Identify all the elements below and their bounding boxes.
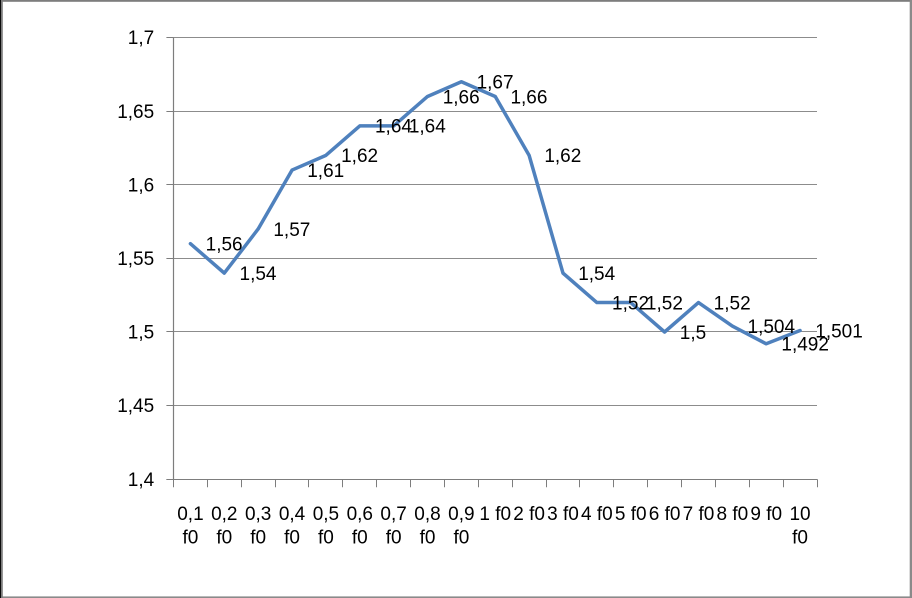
svg-text:1,5: 1,5 bbox=[128, 323, 154, 344]
svg-text:1,52: 1,52 bbox=[612, 293, 649, 314]
svg-text:1,66: 1,66 bbox=[443, 87, 480, 108]
svg-text:0,1: 0,1 bbox=[177, 504, 203, 525]
svg-text:0,5: 0,5 bbox=[313, 504, 339, 525]
svg-text:5 f0: 5 f0 bbox=[615, 504, 647, 525]
svg-text:3 f0: 3 f0 bbox=[547, 504, 579, 525]
svg-text:f0: f0 bbox=[386, 528, 402, 549]
svg-text:1,61: 1,61 bbox=[307, 161, 344, 182]
svg-text:1,5: 1,5 bbox=[680, 323, 706, 344]
svg-text:1,6: 1,6 bbox=[128, 175, 154, 196]
svg-text:1,55: 1,55 bbox=[117, 249, 154, 270]
svg-text:6 f0: 6 f0 bbox=[649, 504, 681, 525]
svg-text:1,56: 1,56 bbox=[206, 234, 243, 255]
svg-text:1,64: 1,64 bbox=[375, 117, 412, 138]
svg-text:f0: f0 bbox=[284, 528, 300, 549]
svg-text:2 f0: 2 f0 bbox=[513, 504, 545, 525]
svg-text:1,66: 1,66 bbox=[510, 87, 547, 108]
svg-text:1,64: 1,64 bbox=[409, 117, 446, 138]
svg-text:0,3: 0,3 bbox=[245, 504, 271, 525]
svg-text:f0: f0 bbox=[352, 528, 368, 549]
svg-text:1,62: 1,62 bbox=[544, 146, 581, 167]
svg-text:1,67: 1,67 bbox=[477, 73, 514, 94]
svg-text:f0: f0 bbox=[420, 528, 436, 549]
svg-text:0,4: 0,4 bbox=[279, 504, 306, 525]
svg-text:f0: f0 bbox=[216, 528, 232, 549]
svg-text:9 f0: 9 f0 bbox=[750, 504, 782, 525]
svg-text:1,62: 1,62 bbox=[341, 146, 378, 167]
svg-text:0,7: 0,7 bbox=[380, 504, 406, 525]
svg-text:f0: f0 bbox=[250, 528, 266, 549]
svg-text:f0: f0 bbox=[318, 528, 334, 549]
svg-text:1,52: 1,52 bbox=[646, 293, 683, 314]
svg-text:7 f0: 7 f0 bbox=[683, 504, 715, 525]
svg-text:f0: f0 bbox=[792, 528, 808, 549]
svg-text:1,54: 1,54 bbox=[240, 264, 277, 285]
svg-text:1,504: 1,504 bbox=[748, 317, 796, 338]
svg-text:1,4: 1,4 bbox=[128, 470, 155, 491]
svg-text:0,2: 0,2 bbox=[211, 504, 237, 525]
svg-text:1,45: 1,45 bbox=[117, 396, 154, 417]
svg-text:0,8: 0,8 bbox=[414, 504, 440, 525]
svg-text:1 f0: 1 f0 bbox=[479, 504, 511, 525]
svg-text:1,7: 1,7 bbox=[128, 28, 154, 49]
svg-text:f0: f0 bbox=[183, 528, 199, 549]
svg-text:1,501: 1,501 bbox=[815, 321, 863, 342]
svg-text:1,52: 1,52 bbox=[714, 293, 751, 314]
svg-text:f0: f0 bbox=[453, 528, 469, 549]
svg-text:1,492: 1,492 bbox=[781, 335, 829, 356]
svg-text:1,57: 1,57 bbox=[273, 220, 310, 241]
svg-text:8 f0: 8 f0 bbox=[716, 504, 748, 525]
svg-text:0,6: 0,6 bbox=[347, 504, 373, 525]
svg-text:1,54: 1,54 bbox=[578, 264, 615, 285]
svg-text:10: 10 bbox=[789, 504, 810, 525]
svg-text:1,65: 1,65 bbox=[117, 102, 154, 123]
svg-text:0,9: 0,9 bbox=[448, 504, 474, 525]
svg-text:4 f0: 4 f0 bbox=[581, 504, 613, 525]
